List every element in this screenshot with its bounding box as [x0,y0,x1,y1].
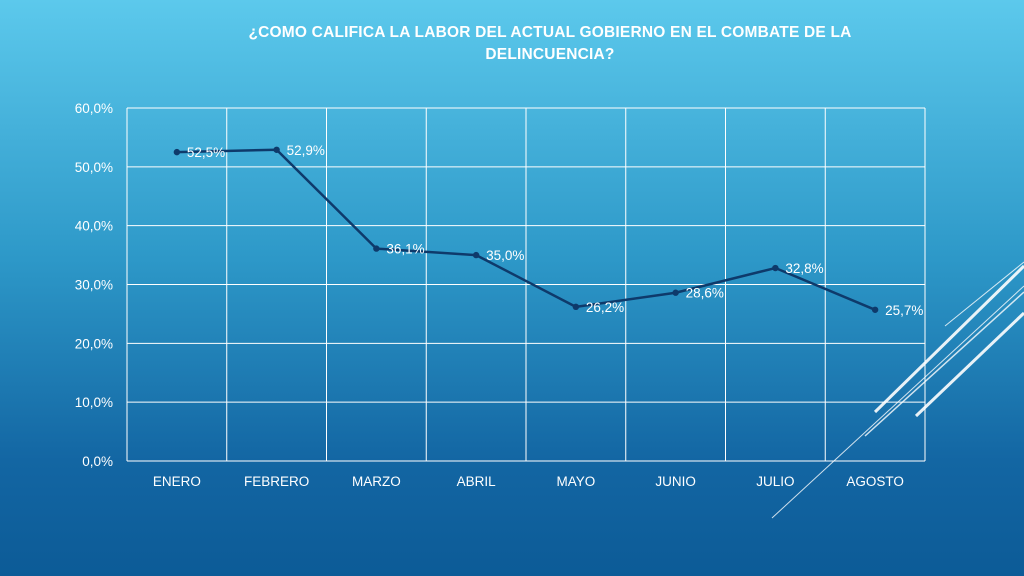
x-axis-ticks: ENERO FEBRERO MARZO ABRIL MAYO JUNIO JULIO AGOS… [153,474,904,489]
data-point [472,251,480,259]
x-tick-label: AGOSTO [846,474,904,489]
data-point [672,289,679,296]
chart-grid [126,107,926,462]
x-tick-label: JULIO [756,474,794,489]
x-tick-label: MARZO [352,474,401,489]
data-label: 25,7% [885,303,923,318]
data-label: 26,2% [586,300,624,315]
data-point [871,306,879,313]
x-tick-label: MAYO [556,474,595,489]
y-axis-ticks: 0,0% 10,0% 20,0% 30,0% 40,0% 50,0% 60,0% [75,101,113,469]
y-tick-label: 60,0% [75,101,113,116]
series-line [175,148,877,312]
y-tick-label: 30,0% [75,278,113,293]
y-tick-label: 10,0% [75,395,113,410]
y-tick-label: 20,0% [75,336,113,351]
x-tick-label: JUNIO [655,474,696,489]
data-point [572,303,580,311]
data-point [373,245,380,252]
data-label: 36,1% [386,242,424,257]
data-point [173,148,181,156]
x-tick-label: ENERO [153,474,201,489]
data-point [772,264,779,272]
data-label: 28,6% [686,286,724,301]
y-tick-label: 40,0% [75,219,113,234]
data-label: 52,9% [287,143,325,158]
data-point [273,146,280,153]
x-tick-label: FEBRERO [244,474,309,489]
y-tick-label: 0,0% [82,454,113,469]
series-line-group [175,148,877,312]
data-label: 35,0% [486,248,524,263]
x-tick-label: ABRIL [457,474,497,489]
chart-title: ¿COMO CALIFICA LA LABOR DEL ACTUAL GOBIE… [248,24,852,63]
y-tick-label: 50,0% [75,160,113,175]
data-label: 52,5% [187,145,225,160]
data-label: 32,8% [785,261,823,276]
